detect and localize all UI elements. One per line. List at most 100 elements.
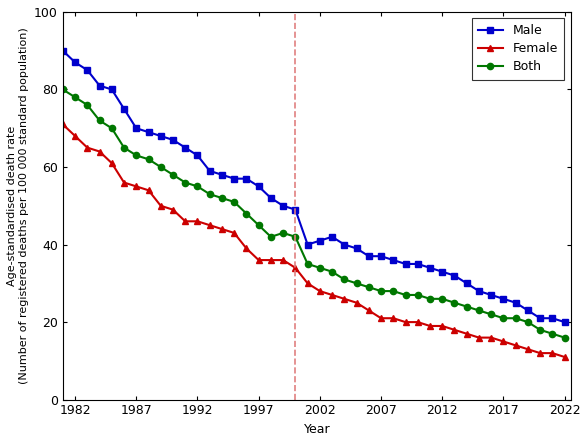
- Male: [500, 296, 507, 302]
- Both: [194, 184, 201, 189]
- Female: [218, 226, 225, 232]
- Male: [390, 257, 397, 263]
- Male: [72, 60, 79, 65]
- Both: [83, 102, 91, 108]
- Male: [451, 273, 458, 278]
- Male: [108, 87, 115, 92]
- Male: [353, 246, 360, 251]
- Female: [512, 343, 519, 348]
- Both: [426, 296, 433, 302]
- Male: [194, 153, 201, 158]
- Male: [549, 315, 556, 321]
- Female: [487, 335, 495, 340]
- Both: [476, 308, 483, 313]
- Female: [292, 265, 299, 271]
- Male: [537, 315, 544, 321]
- Male: [133, 126, 140, 131]
- Female: [133, 184, 140, 189]
- Line: Male: Male: [60, 47, 568, 325]
- Female: [169, 207, 176, 212]
- Both: [512, 315, 519, 321]
- Female: [157, 203, 164, 209]
- Male: [476, 288, 483, 294]
- Male: [121, 106, 128, 112]
- Male: [230, 176, 238, 181]
- Both: [329, 269, 336, 274]
- Male: [243, 176, 250, 181]
- Female: [255, 257, 262, 263]
- Male: [365, 253, 372, 259]
- Male: [169, 137, 176, 143]
- Legend: Male, Female, Both: Male, Female, Both: [472, 18, 564, 80]
- Both: [182, 180, 189, 185]
- Female: [414, 319, 421, 325]
- X-axis label: Year: Year: [303, 423, 330, 436]
- Male: [255, 184, 262, 189]
- Both: [206, 191, 213, 197]
- Both: [218, 195, 225, 201]
- Male: [512, 300, 519, 305]
- Female: [329, 292, 336, 298]
- Male: [341, 242, 348, 247]
- Male: [145, 129, 152, 135]
- Male: [304, 242, 311, 247]
- Male: [182, 145, 189, 150]
- Male: [561, 319, 568, 325]
- Both: [59, 87, 66, 92]
- Female: [83, 145, 91, 150]
- Female: [304, 281, 311, 286]
- Male: [218, 172, 225, 178]
- Line: Female: Female: [59, 121, 568, 361]
- Female: [451, 327, 458, 333]
- Both: [451, 300, 458, 305]
- Female: [268, 257, 275, 263]
- Male: [96, 83, 103, 88]
- Female: [426, 323, 433, 329]
- Male: [414, 261, 421, 267]
- Female: [280, 257, 287, 263]
- Female: [549, 350, 556, 356]
- Female: [145, 188, 152, 193]
- Female: [353, 300, 360, 305]
- Both: [255, 222, 262, 228]
- Both: [561, 335, 568, 340]
- Both: [524, 319, 532, 325]
- Both: [230, 199, 238, 205]
- Both: [549, 331, 556, 336]
- Female: [206, 222, 213, 228]
- Female: [72, 133, 79, 139]
- Both: [169, 172, 176, 178]
- Male: [83, 67, 91, 73]
- Both: [537, 327, 544, 333]
- Both: [243, 211, 250, 216]
- Both: [292, 234, 299, 240]
- Female: [390, 315, 397, 321]
- Female: [194, 219, 201, 224]
- Female: [377, 315, 385, 321]
- Both: [377, 288, 385, 294]
- Both: [121, 145, 128, 150]
- Female: [365, 308, 372, 313]
- Both: [414, 292, 421, 298]
- Both: [341, 277, 348, 282]
- Female: [463, 331, 470, 336]
- Male: [59, 48, 66, 53]
- Male: [280, 203, 287, 209]
- Male: [524, 308, 532, 313]
- Male: [292, 207, 299, 212]
- Both: [280, 230, 287, 236]
- Both: [72, 94, 79, 100]
- Male: [487, 292, 495, 298]
- Both: [133, 153, 140, 158]
- Both: [463, 304, 470, 309]
- Female: [476, 335, 483, 340]
- Male: [463, 281, 470, 286]
- Y-axis label: Age-standardised death rate
(Number of registered deaths per 100 000 standard po: Age-standardised death rate (Number of r…: [7, 27, 29, 384]
- Both: [402, 292, 409, 298]
- Both: [304, 261, 311, 267]
- Both: [487, 312, 495, 317]
- Female: [402, 319, 409, 325]
- Both: [365, 284, 372, 290]
- Female: [537, 350, 544, 356]
- Male: [206, 168, 213, 174]
